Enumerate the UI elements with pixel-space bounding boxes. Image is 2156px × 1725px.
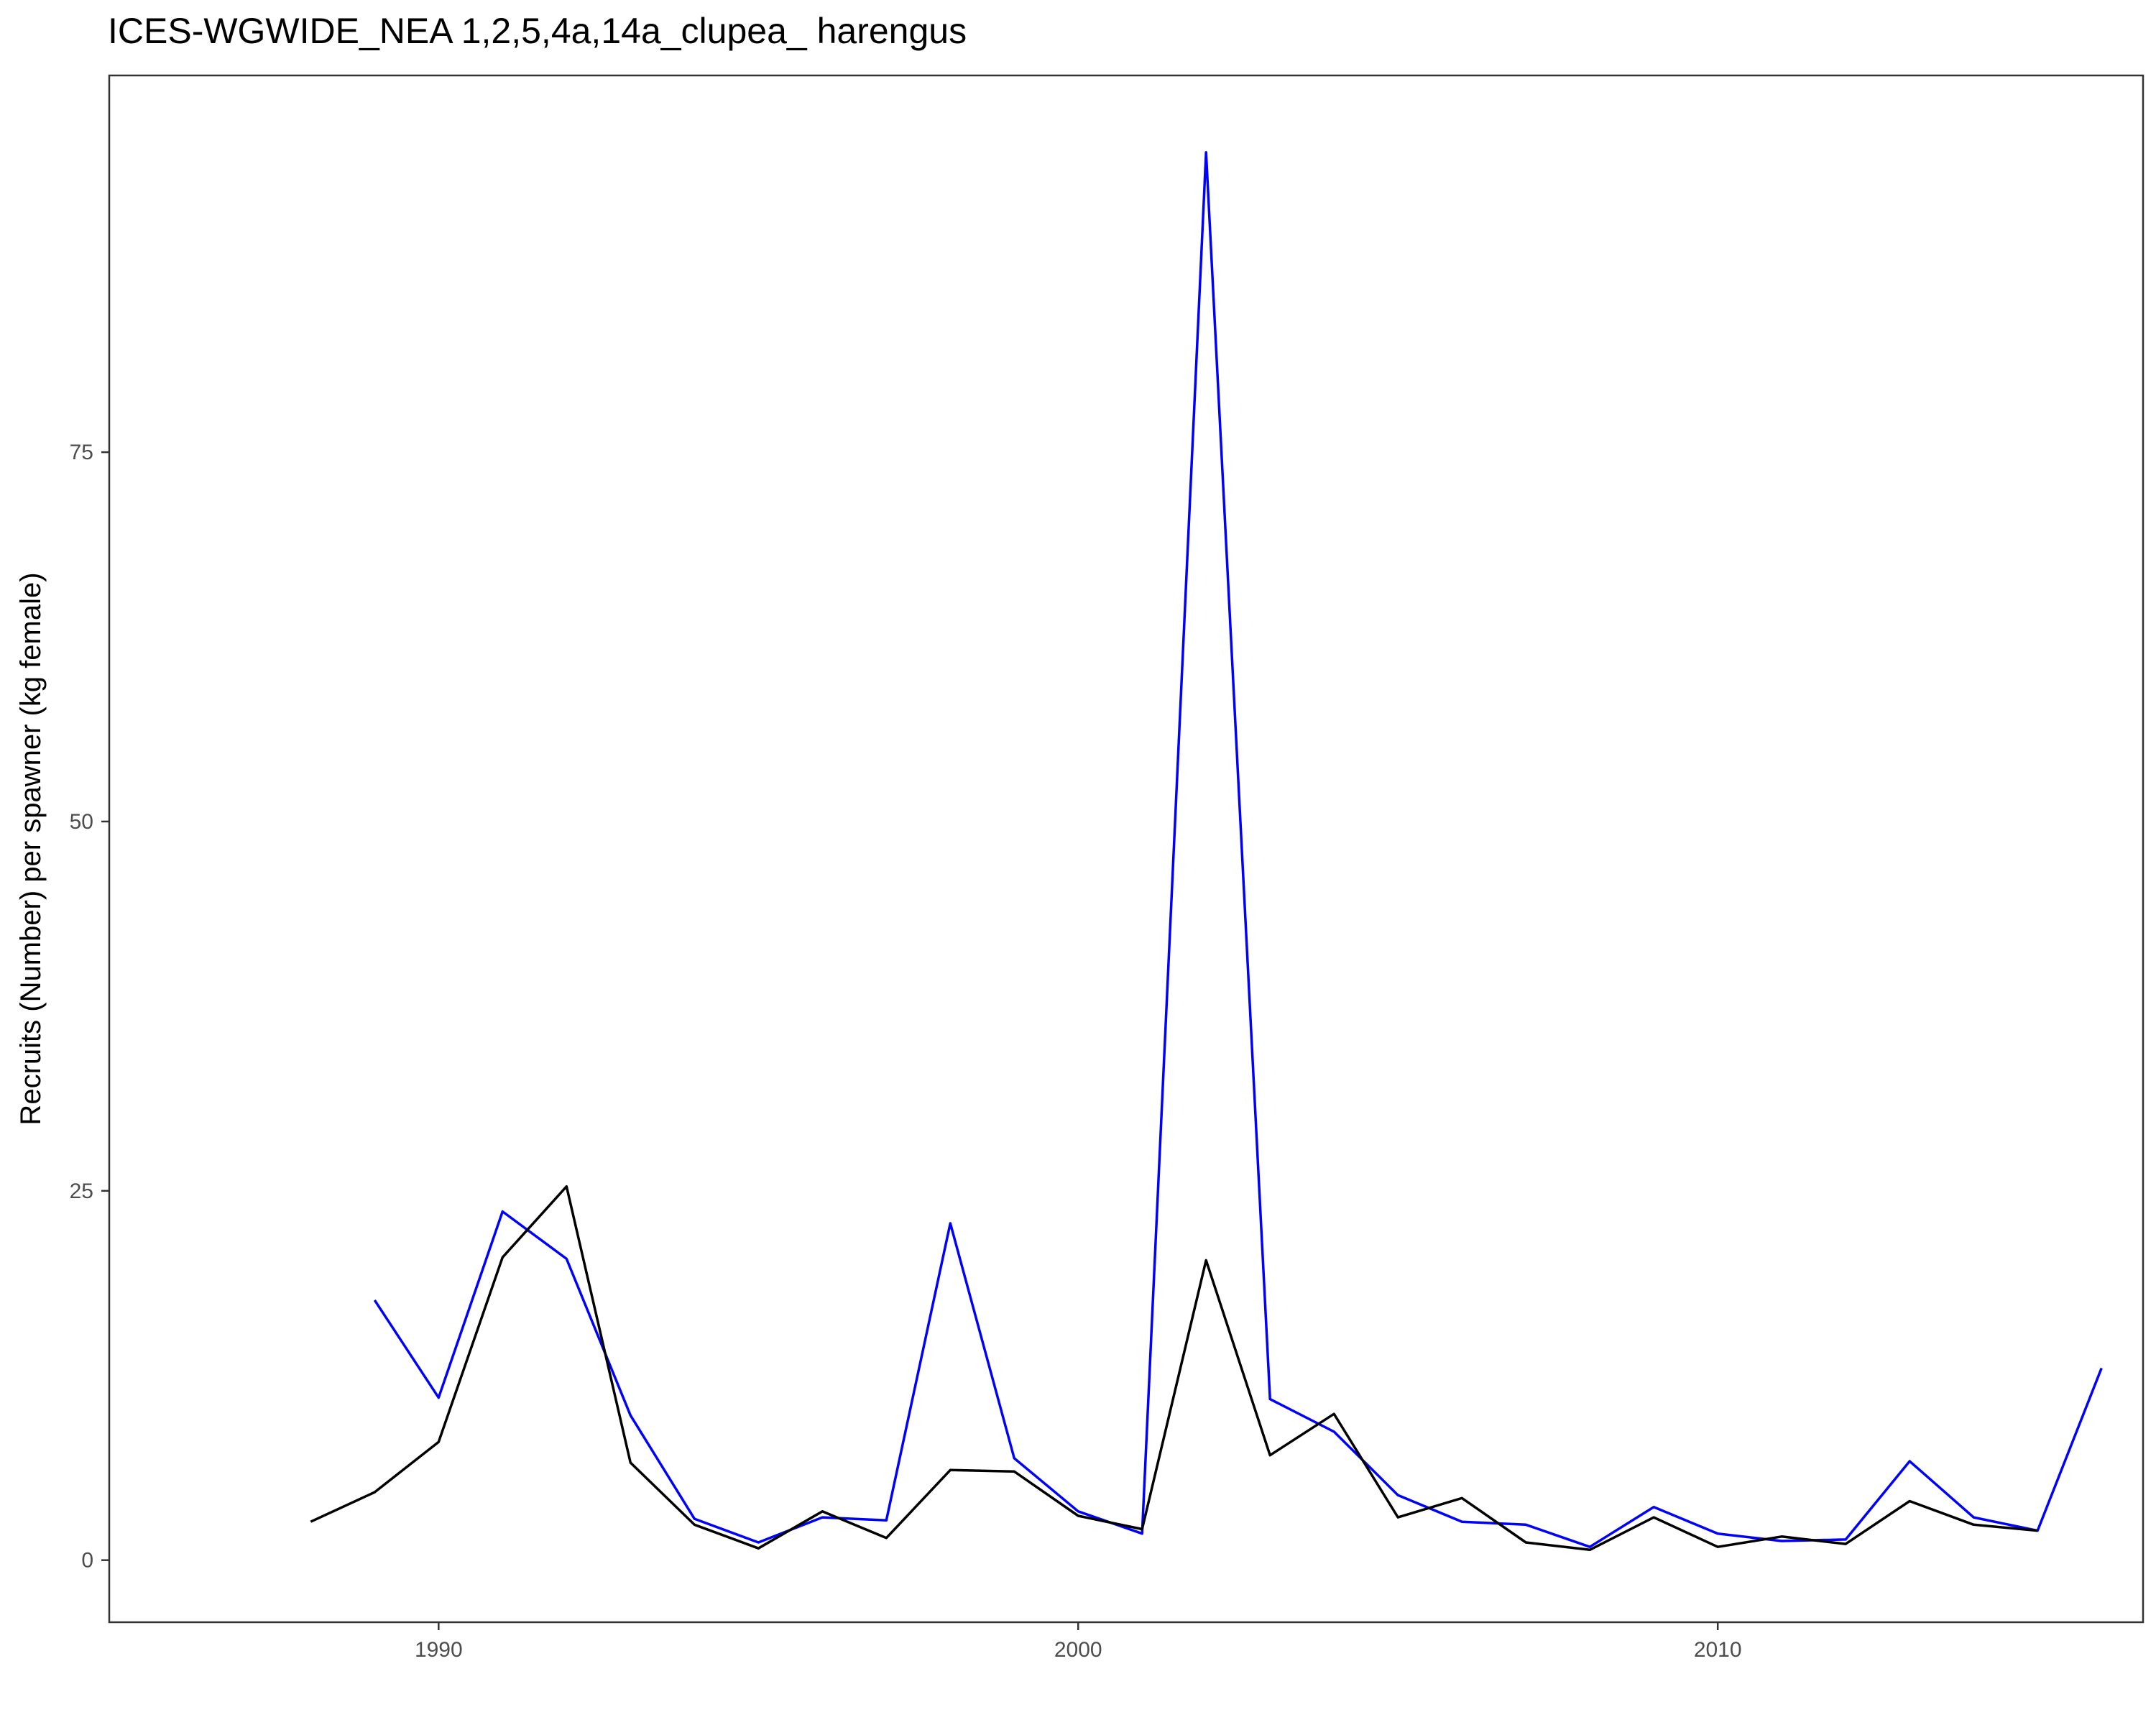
y-tick-label: 75	[70, 441, 93, 464]
x-tick-label: 2010	[1694, 1638, 1742, 1662]
y-tick-label: 50	[70, 810, 93, 834]
x-axis-ticks: 1990 2000 2010	[415, 1622, 1742, 1662]
y-tick-label: 25	[70, 1179, 93, 1203]
x-tick-label: 2000	[1054, 1638, 1102, 1662]
plot-panel	[108, 74, 2145, 1624]
y-axis-ticks: 0 25 50 75	[70, 441, 109, 1573]
y-axis-title: Recruits (Number) per spawner (kg female…	[15, 572, 47, 1125]
chart-title: ICES-WGWIDE_NEA 1,2,5,4a,14a_clupea_ har…	[108, 11, 967, 51]
y-tick-label: 0	[81, 1549, 93, 1573]
x-tick-label: 1990	[415, 1638, 463, 1662]
series-layer	[310, 151, 2103, 1552]
series-line-2	[310, 1184, 2038, 1552]
